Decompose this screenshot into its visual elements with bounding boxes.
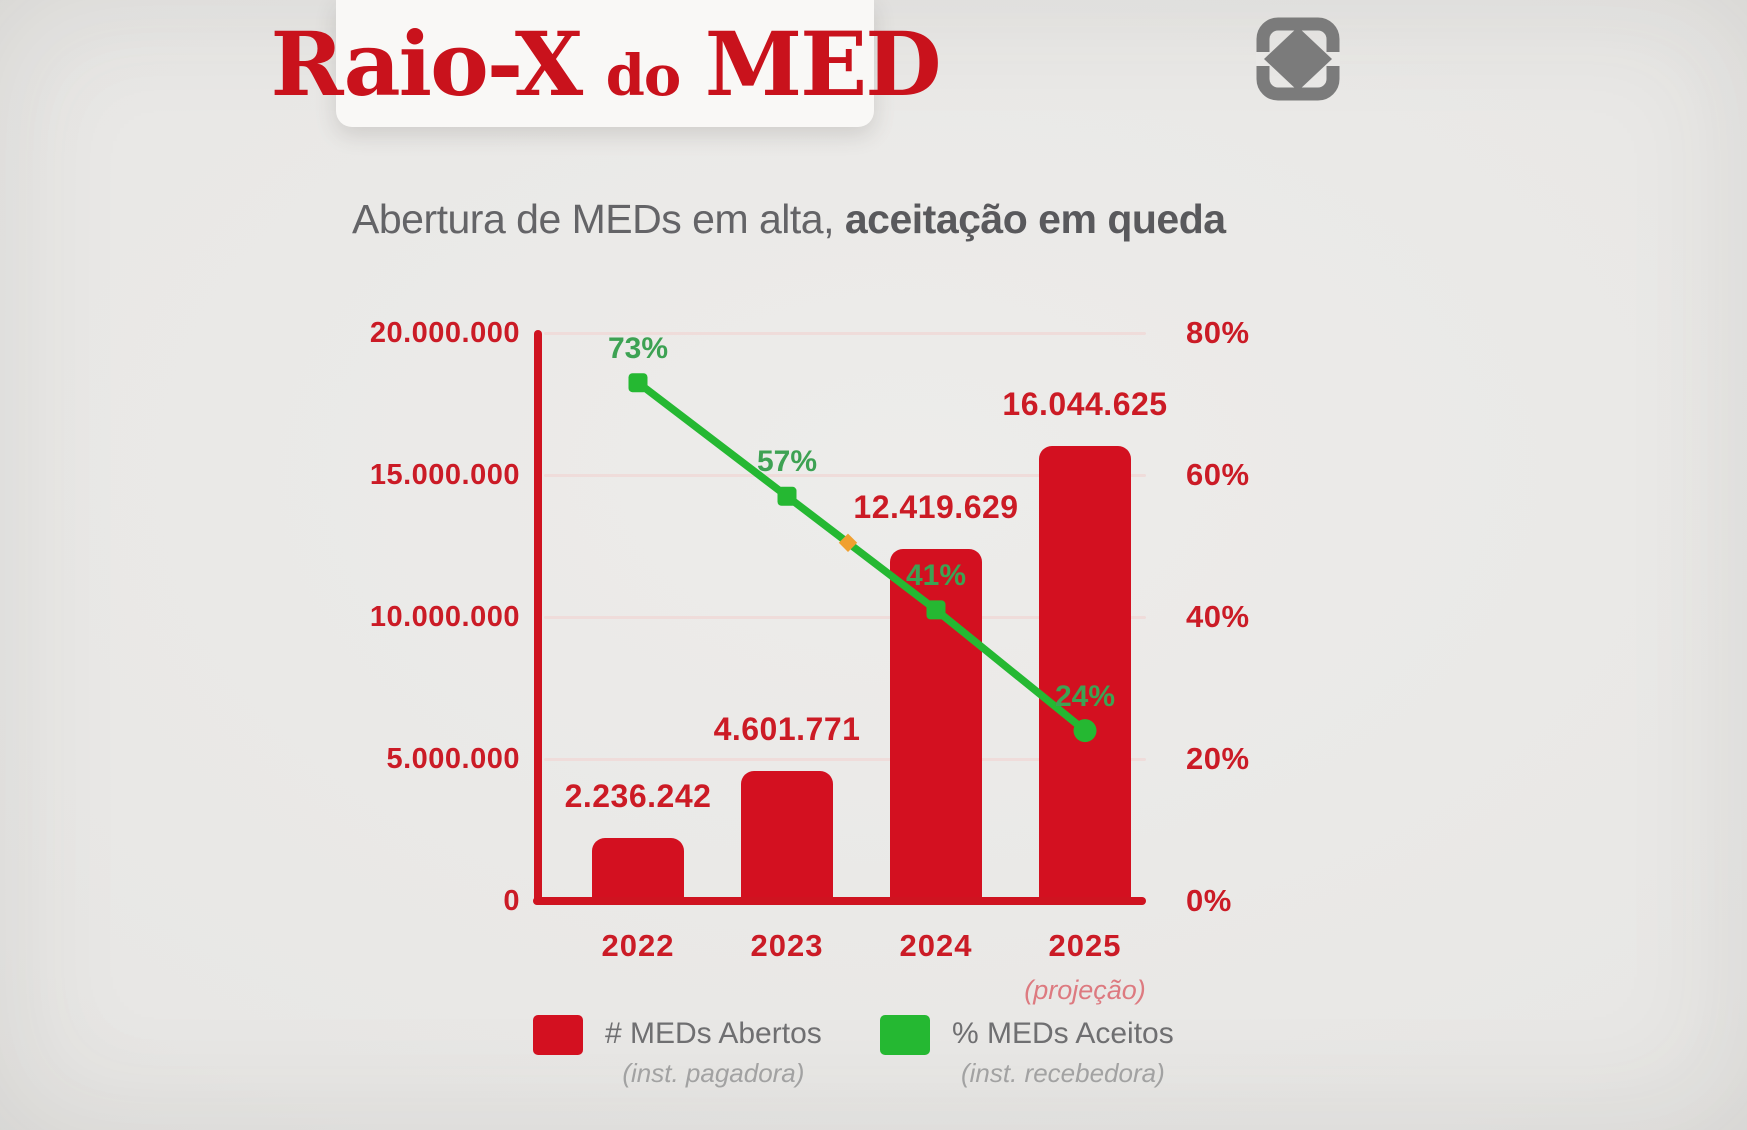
legend-swatch-red-icon <box>533 1015 583 1055</box>
x-axis-tick-label: 2025 <box>1048 928 1122 963</box>
secondary-axis-tick-label: 80% <box>1186 315 1250 350</box>
gridline <box>544 616 1146 619</box>
chart-subtitle-normal: Abertura de MEDs em alta, <box>352 196 845 242</box>
bar-2022 <box>592 838 684 902</box>
chart-subtitle: Abertura de MEDs em alta, aceitação em q… <box>352 196 1226 243</box>
line-value-label: 24% <box>1054 679 1116 713</box>
line-marker-icon <box>777 486 797 506</box>
x-axis-line <box>533 897 1146 905</box>
gridline <box>544 332 1146 335</box>
bar-value-label: 2.236.242 <box>564 778 712 815</box>
y-axis-tick-label: 10.000.000 <box>369 601 520 633</box>
x-axis-tick-label: 2023 <box>750 928 824 963</box>
bar-value-label: 4.601.771 <box>713 711 861 748</box>
legend-sublabel: (inst. recebedora) <box>960 1058 1165 1088</box>
y-axis-tick-label: 20.000.000 <box>369 317 520 349</box>
y-axis-tick-label: 0 <box>503 885 520 917</box>
bar-2023 <box>741 771 833 902</box>
legend-label: # MEDs Abertos <box>605 1017 822 1050</box>
legend-item: # MEDs Abertos (inst. pagadora) <box>533 1012 822 1088</box>
x-axis-projection-note: (projeção) <box>1024 975 1146 1005</box>
page-title: Raio-X do MED <box>271 20 942 109</box>
secondary-axis-tick-label: 0% <box>1186 883 1232 918</box>
legend-swatch-green-icon <box>880 1015 930 1055</box>
gridline <box>544 474 1146 477</box>
title-connector: do <box>605 42 682 109</box>
secondary-axis-tick-label: 60% <box>1186 457 1250 492</box>
chart-subtitle-bold: aceitação em queda <box>844 196 1226 242</box>
y-axis-tick-label: 15.000.000 <box>369 459 520 491</box>
line-value-label: 41% <box>905 558 967 592</box>
line-value-label: 57% <box>756 445 818 479</box>
diamond-square-logo-icon <box>1256 17 1340 101</box>
legend-label: % MEDs Aceitos <box>952 1017 1174 1050</box>
line-marker-icon <box>628 373 648 393</box>
secondary-axis-tick-label: 20% <box>1186 741 1250 776</box>
legend-sublabel: (inst. pagadora) <box>622 1058 805 1088</box>
bar-2025 <box>1039 446 1131 902</box>
line-value-label: 73% <box>607 331 669 365</box>
title-banner: Raio-X do MED <box>271 0 942 127</box>
secondary-axis-tick-label: 40% <box>1186 599 1250 634</box>
line-marker-icon <box>926 600 946 620</box>
y-axis-tick-label: 5.000.000 <box>386 743 520 775</box>
gridline <box>544 758 1146 761</box>
title-part2: MED <box>704 11 942 116</box>
bar-value-label: 12.419.629 <box>853 489 1019 526</box>
line-marker-icon <box>1073 719 1097 743</box>
line-series <box>634 378 1089 735</box>
x-axis-tick-label: 2024 <box>899 928 973 963</box>
title-part1: Raio-X <box>270 11 584 116</box>
orange-diamond-marker-icon <box>838 533 858 552</box>
bar-value-label: 16.044.625 <box>1002 386 1168 423</box>
y-axis-line <box>534 330 542 905</box>
x-axis-tick-label: 2022 <box>601 928 675 963</box>
legend-item: % MEDs Aceitos (inst. recebedora) <box>880 1012 1174 1088</box>
